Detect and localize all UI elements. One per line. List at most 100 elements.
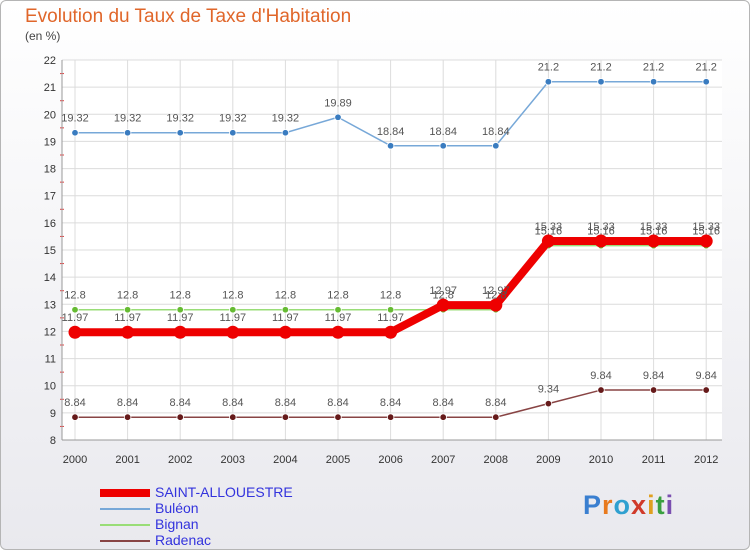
data-point-buleon (544, 78, 553, 86)
x-tick-label: 2007 (431, 454, 455, 466)
x-tick-label: 2008 (484, 454, 508, 466)
x-tick-label: 2003 (221, 454, 245, 466)
data-label-bignan: 15.16 (692, 226, 720, 238)
data-label-radenac: 9.84 (643, 370, 664, 382)
chart-unit-label: (en %) (25, 29, 61, 43)
data-point-saint-allouestre (121, 325, 135, 339)
data-point-radenac (176, 413, 184, 421)
data-label-buleon: 18.84 (429, 126, 457, 138)
data-label-buleon: 21.2 (538, 62, 559, 74)
y-tick-label: 18 (44, 164, 56, 176)
data-point-buleon (492, 142, 500, 150)
data-label-saint-allouestre: 15.33 (640, 221, 668, 233)
y-tick-label: 10 (44, 381, 56, 393)
data-label-saint-allouestre: 11.97 (272, 312, 299, 324)
data-label-radenac: 9.84 (695, 370, 716, 382)
data-label-bignan: 12.8 (380, 290, 401, 302)
y-tick-label: 9 (50, 408, 56, 420)
data-label-saint-allouestre: 15.33 (692, 221, 720, 233)
data-point-saint-allouestre (699, 234, 713, 248)
data-label-radenac: 8.84 (117, 397, 138, 409)
x-tick-label: 2012 (694, 454, 718, 466)
data-label-buleon: 19.32 (272, 113, 300, 125)
data-point-saint-allouestre (68, 325, 82, 339)
logo-letter: t (655, 490, 666, 520)
chart-series (68, 78, 713, 421)
proxiti-logo: Proxiti (583, 490, 674, 521)
y-tick-label: 21 (44, 82, 56, 94)
data-point-radenac (386, 413, 395, 421)
data-point-saint-allouestre (436, 298, 450, 312)
data-point-radenac (334, 413, 342, 421)
data-point-radenac (123, 413, 132, 421)
y-tick-label: 13 (44, 299, 56, 311)
data-point-radenac (71, 413, 79, 421)
data-point-saint-allouestre (489, 298, 503, 312)
chart-axes: 8 9 10 11 12 13 14 15 16 17 18 19 20 21 22 2000 2001 2002… (44, 55, 722, 466)
data-point-buleon (176, 129, 184, 137)
legend-swatch-radenac (100, 540, 150, 542)
data-label-bignan: 12.8 (169, 290, 190, 302)
chart-data-labels: 12.8 12.8 12.8 12.8 12.8 12.8 12.8 12.8 12.8 15.1… (61, 62, 720, 409)
data-label-saint-allouestre: 12.97 (482, 285, 510, 297)
data-label-bignan: 15.16 (640, 226, 668, 238)
data-point-saint-allouestre (331, 325, 345, 339)
data-label-buleon: 19.32 (166, 113, 194, 125)
data-label-radenac: 8.84 (275, 397, 296, 409)
data-label-radenac: 8.84 (222, 397, 243, 409)
data-label-buleon: 19.32 (219, 113, 247, 125)
data-label-radenac: 8.84 (169, 397, 190, 409)
data-label-saint-allouestre: 11.97 (114, 312, 141, 324)
data-label-bignan: 12.8 (485, 290, 506, 302)
x-tick-label: 2011 (642, 454, 666, 466)
data-point-bignan (176, 306, 184, 314)
data-point-bignan (334, 306, 342, 314)
data-point-buleon (229, 129, 237, 137)
x-tick-label: 2000 (63, 454, 87, 466)
legend-label-saint-allouestre: SAINT-ALLOUESTRE (155, 484, 293, 500)
data-label-saint-allouestre: 11.97 (219, 312, 246, 324)
data-point-radenac (281, 413, 290, 421)
data-point-radenac (544, 399, 553, 408)
data-label-bignan: 12.8 (275, 290, 296, 302)
data-point-radenac (439, 413, 447, 421)
data-point-buleon (597, 78, 605, 86)
data-label-radenac: 9.84 (590, 370, 611, 382)
y-tick-label: 11 (45, 354, 56, 366)
data-label-bignan: 12.8 (64, 290, 85, 302)
data-label-buleon: 19.32 (114, 113, 142, 125)
y-tick-label: 8 (50, 435, 56, 447)
x-tick-label: 2009 (536, 454, 560, 466)
data-point-radenac (649, 386, 658, 394)
legend-label-radenac: Radenac (155, 532, 212, 548)
data-point-saint-allouestre (647, 234, 661, 248)
data-label-radenac: 8.84 (327, 397, 348, 409)
data-point-bignan (281, 306, 290, 314)
x-tick-label: 2001 (115, 454, 139, 466)
data-point-bignan (386, 306, 395, 314)
y-tick-label: 19 (44, 136, 56, 148)
data-label-buleon: 21.2 (695, 62, 716, 74)
x-tick-label: 2002 (168, 454, 192, 466)
data-point-buleon (702, 78, 710, 86)
data-point-buleon (386, 142, 395, 150)
data-label-radenac: 9.34 (538, 384, 559, 396)
data-point-radenac (597, 386, 605, 394)
logo-letter: i (647, 490, 656, 520)
logo-letter: P (583, 490, 603, 520)
data-point-buleon (439, 142, 447, 150)
y-tick-label: 22 (44, 55, 56, 67)
data-label-saint-allouestre: 15.33 (587, 221, 615, 233)
data-label-saint-allouestre: 11.97 (167, 312, 194, 324)
data-point-radenac (229, 413, 237, 421)
data-label-bignan: 12.8 (222, 290, 243, 302)
data-point-bignan (71, 306, 79, 314)
logo-letter: o (613, 490, 632, 520)
data-label-radenac: 8.84 (64, 397, 85, 409)
chart-title: Evolution du Taux de Taxe d'Habitation (25, 6, 352, 27)
data-label-bignan: 12.8 (432, 290, 453, 302)
data-label-buleon: 21.2 (643, 62, 664, 74)
y-tick-label: 15 (44, 245, 56, 257)
x-tick-label: 2010 (589, 454, 613, 466)
